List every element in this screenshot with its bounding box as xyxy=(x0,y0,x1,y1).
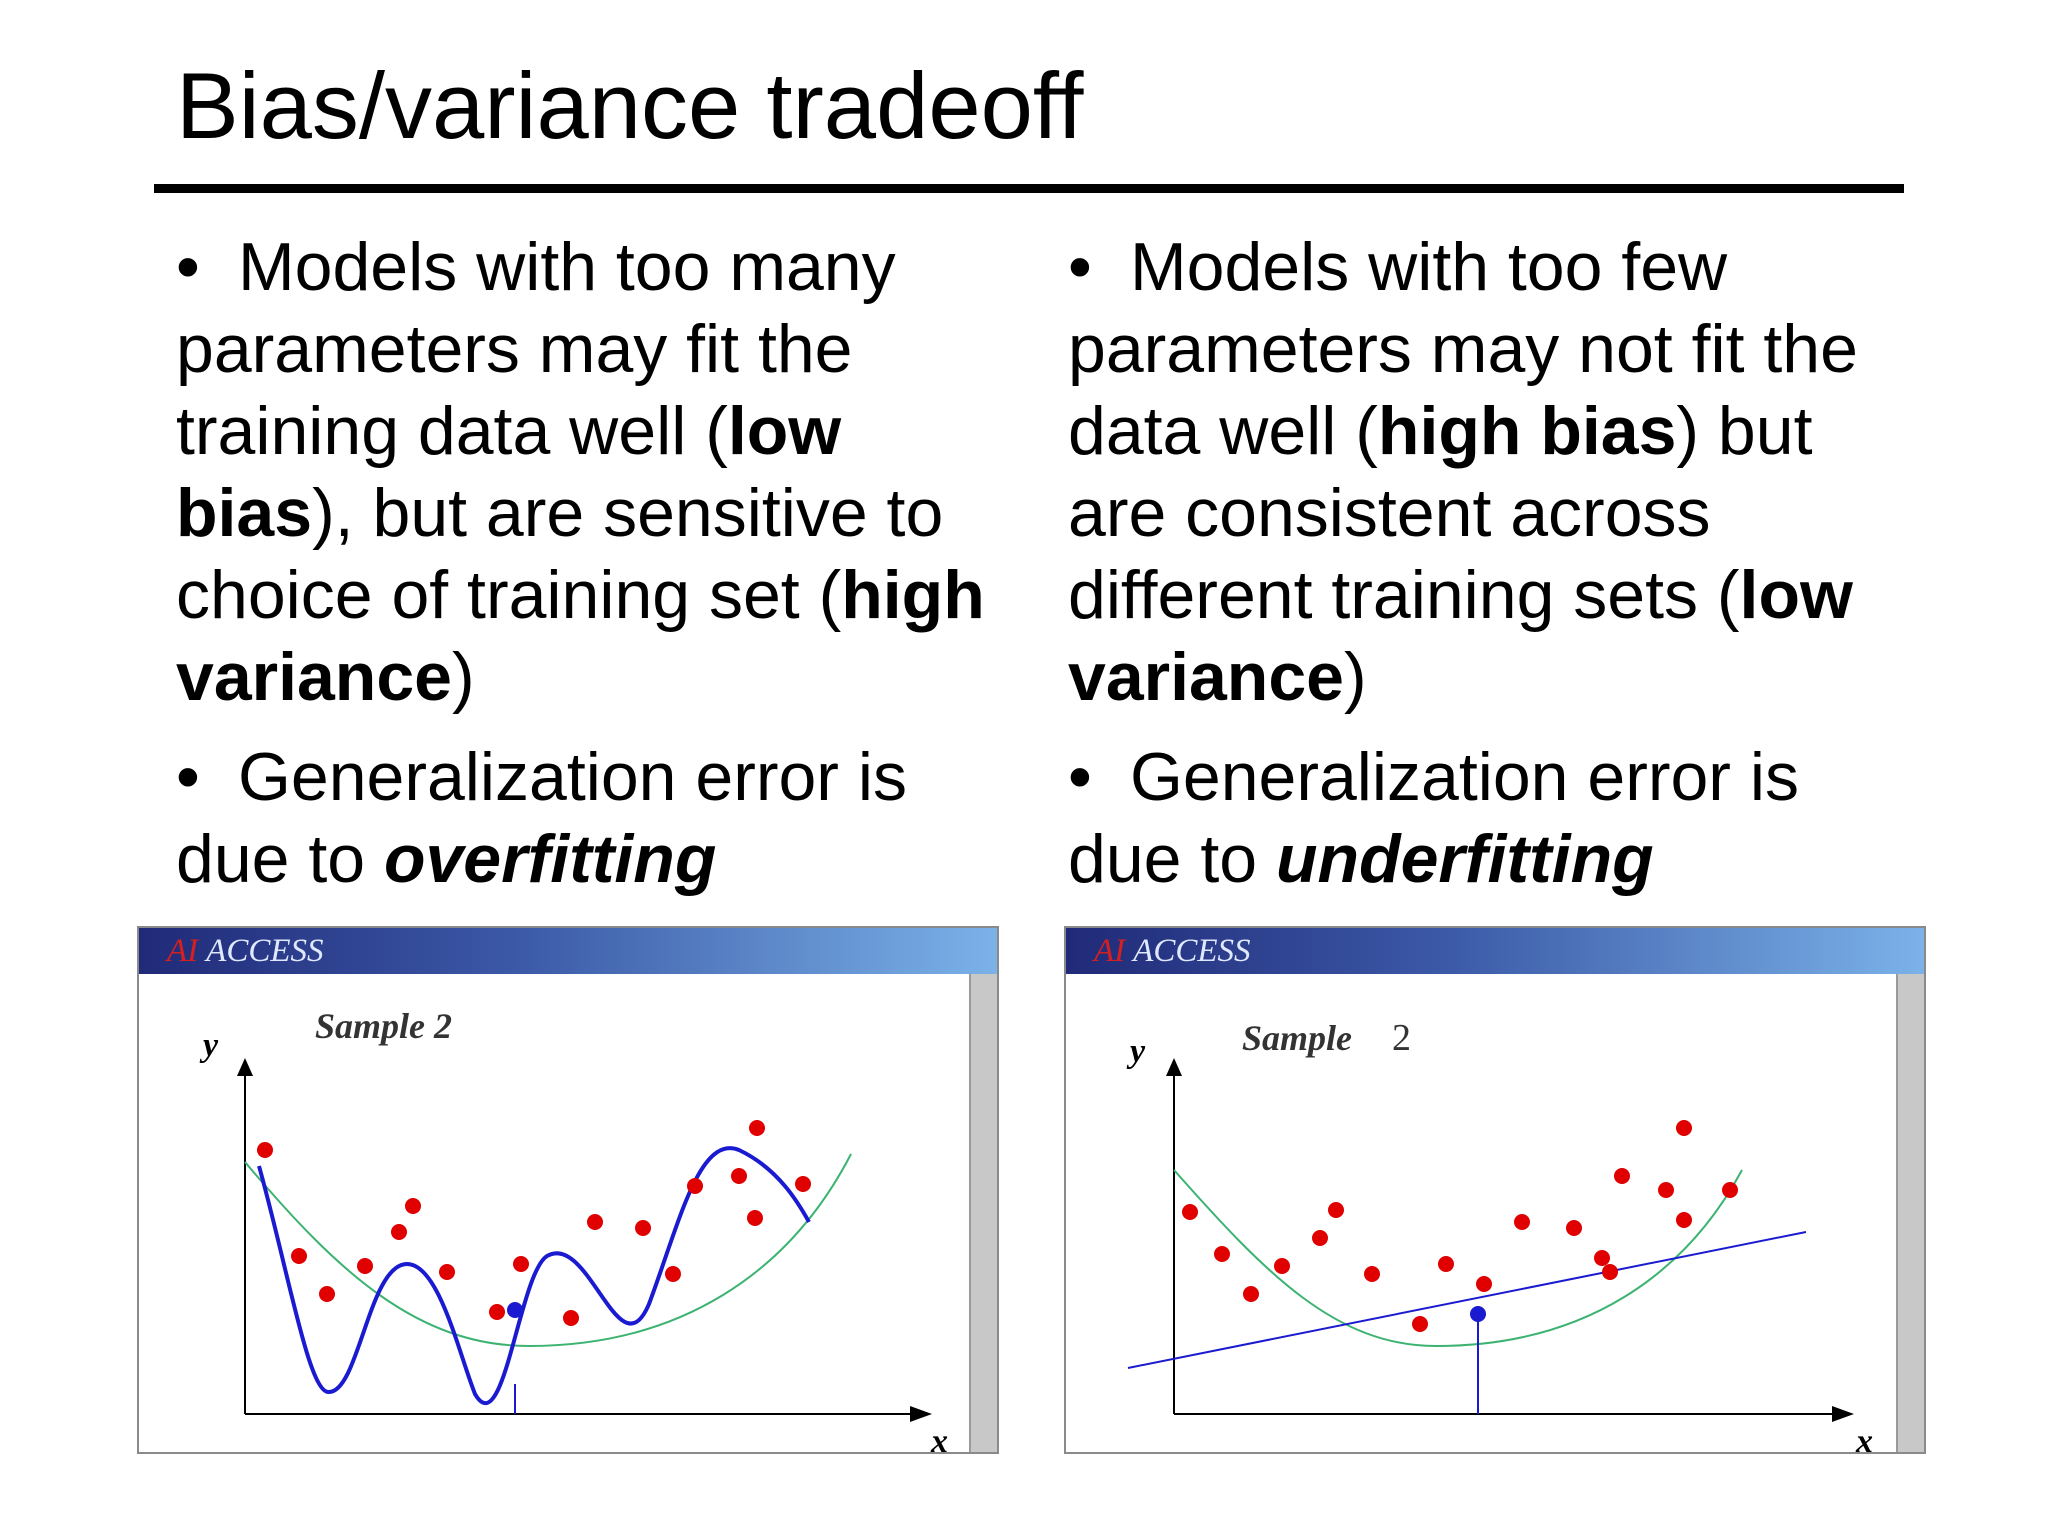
data-point xyxy=(1364,1266,1380,1282)
data-point xyxy=(1676,1120,1692,1136)
left-b2-emphasis: overfitting xyxy=(383,821,717,897)
bullet-dot: • xyxy=(176,229,200,305)
data-point xyxy=(405,1198,421,1214)
sample-label: Sample xyxy=(1242,1018,1352,1058)
true-function-curve xyxy=(244,1153,852,1348)
y-axis-arrow-icon xyxy=(1166,1058,1182,1076)
brand-ai: AI xyxy=(1094,933,1126,969)
x-axis-arrow-icon xyxy=(1832,1406,1854,1422)
right-b1-text-1: Models with too few parameters may not f… xyxy=(1068,229,1858,469)
query-point xyxy=(507,1302,523,1318)
left-b1-bold-1: low bias xyxy=(176,393,842,551)
left-bullet-1: • Models with too many parameters may fit… xyxy=(176,226,1006,718)
data-point xyxy=(1514,1214,1530,1230)
right-b1-text-2: ) but are consistent across different tr… xyxy=(1068,393,1813,633)
figure-scrollbar xyxy=(1896,974,1924,1452)
left-b1-text-3: ) xyxy=(451,639,475,715)
x-axis-label: x xyxy=(930,1423,948,1452)
query-point xyxy=(1470,1306,1486,1322)
data-point xyxy=(513,1256,529,1272)
high-variance-fit-curve xyxy=(257,1146,811,1406)
data-point xyxy=(357,1258,373,1274)
bullet-dot: • xyxy=(176,739,200,815)
data-point xyxy=(665,1266,681,1282)
figure-title-bar: AI ACCESS xyxy=(1066,928,1924,974)
data-point xyxy=(749,1120,765,1136)
data-point xyxy=(1243,1286,1259,1302)
y-axis-label: y xyxy=(199,1027,219,1064)
data-point xyxy=(795,1176,811,1192)
data-point xyxy=(635,1220,651,1236)
figure-scrollbar xyxy=(969,974,997,1452)
data-point xyxy=(291,1248,307,1264)
data-point xyxy=(257,1142,273,1158)
x-axis-arrow-icon xyxy=(910,1406,932,1422)
data-point xyxy=(563,1310,579,1326)
right-bullet-2: • Generalization error is due to underfit… xyxy=(1068,736,1898,900)
data-point xyxy=(489,1304,505,1320)
data-point xyxy=(1412,1316,1428,1332)
x-axis-label: x xyxy=(1855,1423,1873,1452)
training-points xyxy=(1182,1120,1738,1332)
right-b1-text-3: ) xyxy=(1343,639,1367,715)
right-b1-bold-2: low variance xyxy=(1068,557,1853,715)
true-function-curve xyxy=(1173,1169,1743,1348)
data-point xyxy=(1274,1258,1290,1274)
data-point xyxy=(1602,1264,1618,1280)
left-bullet-2: • Generalization error is due to overfitt… xyxy=(176,736,1006,900)
data-point xyxy=(1182,1204,1198,1220)
data-point xyxy=(687,1178,703,1194)
slide-title: Bias/variance tradeoff xyxy=(176,53,1084,158)
underfit-plot: y x Sample 2 xyxy=(1126,1017,1873,1452)
linear-fit-line xyxy=(1127,1231,1807,1369)
overfit-figure: AI ACCESS y x Sample 2 xyxy=(137,926,999,1454)
left-b1-text-2: ), but are sensitive to choice of traini… xyxy=(176,475,944,633)
data-point xyxy=(1476,1276,1492,1292)
figure-title-bar: AI ACCESS xyxy=(139,928,997,974)
left-b1-text-1: Models with too many parameters may fit … xyxy=(176,229,896,469)
data-point xyxy=(731,1168,747,1184)
data-point xyxy=(1328,1202,1344,1218)
data-point xyxy=(1676,1212,1692,1228)
brand-access: ACCESS xyxy=(1133,933,1251,969)
data-point xyxy=(1438,1256,1454,1272)
data-point xyxy=(1566,1220,1582,1236)
y-axis-label: y xyxy=(1126,1033,1146,1070)
brand-access: ACCESS xyxy=(206,933,324,969)
data-point xyxy=(1312,1230,1328,1246)
data-point xyxy=(391,1224,407,1240)
sample-label: Sample 2 xyxy=(315,1006,452,1046)
left-b1-bold-2: high variance xyxy=(176,557,985,715)
right-b2-text: Generalization error is due to xyxy=(1068,739,1799,897)
data-point xyxy=(439,1264,455,1280)
overfit-plot: y x Sample 2 xyxy=(199,1006,948,1452)
left-b2-text: Generalization error is due to xyxy=(176,739,907,897)
right-b1-bold-1: high bias xyxy=(1377,393,1677,469)
data-point xyxy=(1722,1182,1738,1198)
data-point xyxy=(1614,1168,1630,1184)
data-point xyxy=(319,1286,335,1302)
y-axis-arrow-icon xyxy=(237,1058,253,1076)
left-column: • Models with too many parameters may fit… xyxy=(176,226,1006,918)
title-rule xyxy=(154,184,1904,193)
data-point xyxy=(747,1210,763,1226)
data-point xyxy=(1214,1246,1230,1262)
bullet-dot: • xyxy=(1068,229,1092,305)
right-b2-emphasis: underfitting xyxy=(1275,821,1654,897)
data-point xyxy=(1594,1250,1610,1266)
data-point xyxy=(587,1214,603,1230)
training-points xyxy=(257,1120,811,1326)
data-point xyxy=(1658,1182,1674,1198)
underfit-figure: AI ACCESS y x Sample 2 xyxy=(1064,926,1926,1454)
right-bullet-1: • Models with too few parameters may not … xyxy=(1068,226,1898,718)
right-column: • Models with too few parameters may not … xyxy=(1068,226,1898,918)
sample-number: 2 xyxy=(1392,1017,1411,1059)
bullet-dot: • xyxy=(1068,739,1092,815)
brand-ai: AI xyxy=(167,933,199,969)
